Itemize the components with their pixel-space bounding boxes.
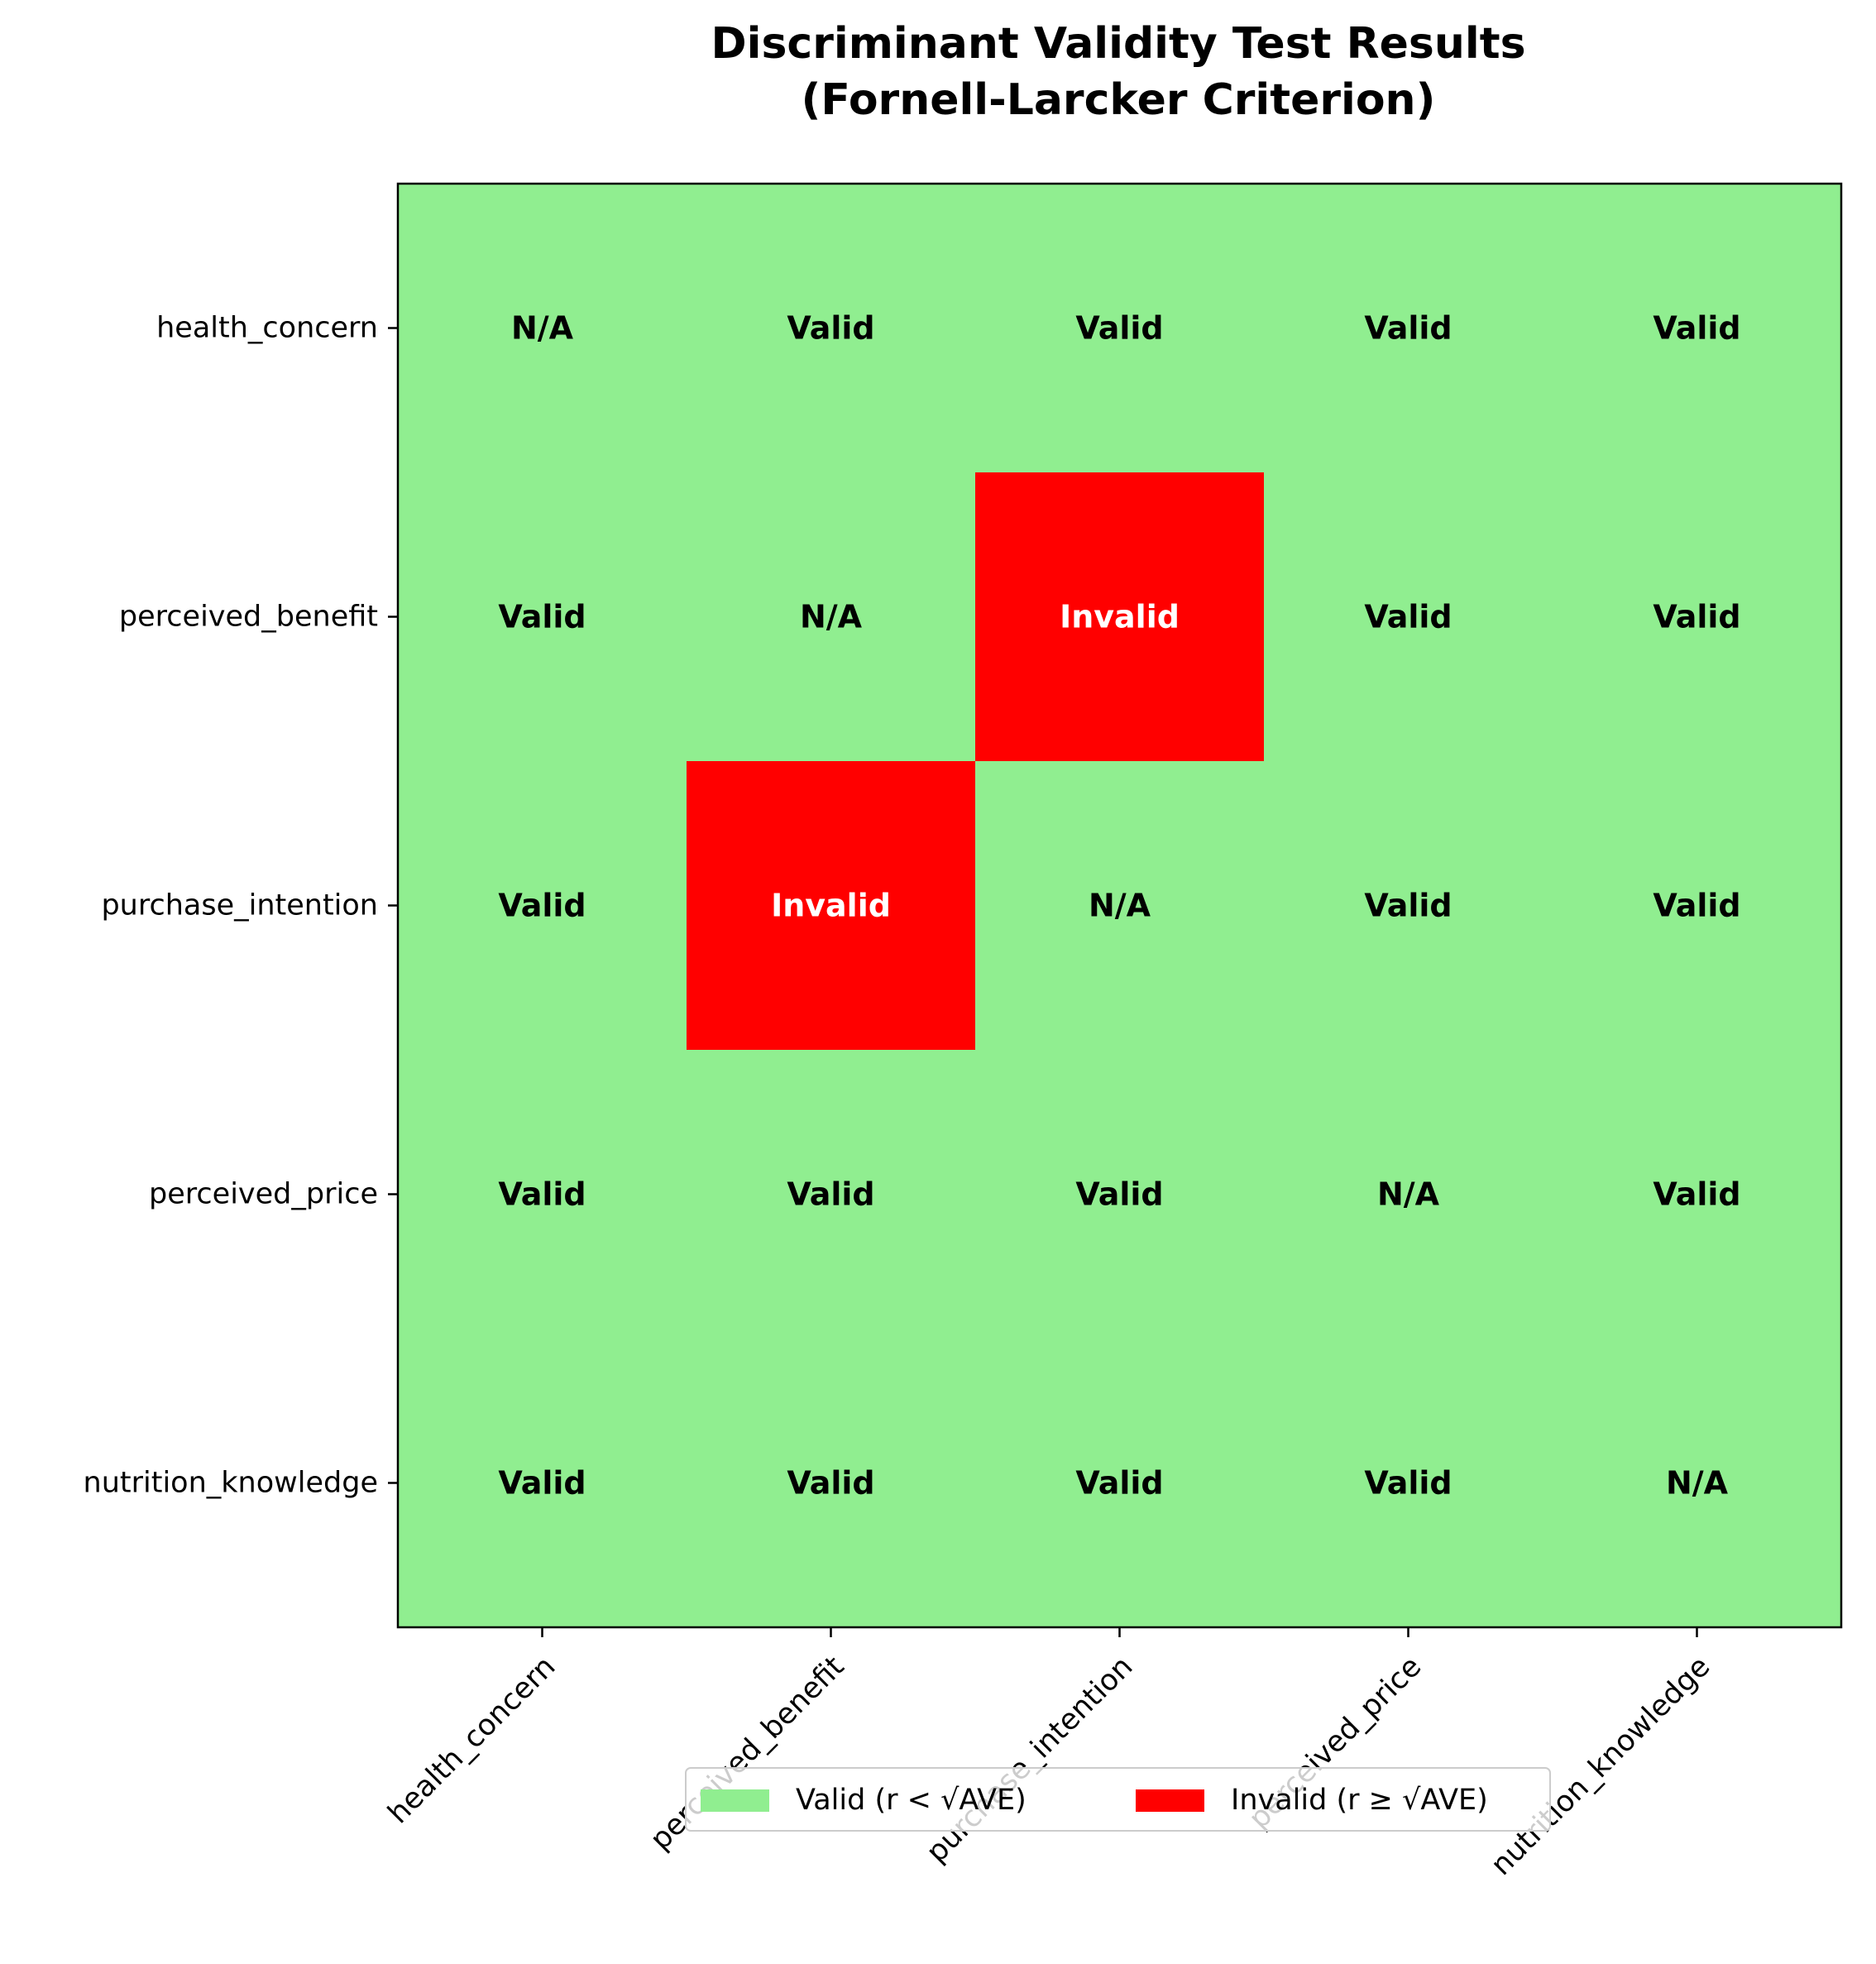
x-tick-label: purchase_intention bbox=[921, 1650, 1140, 1870]
cell-label: Valid bbox=[1364, 310, 1452, 347]
cell-label: Valid bbox=[1653, 888, 1740, 924]
chart-title: Discriminant Validity Test Results (Forn… bbox=[711, 19, 1525, 125]
heatmap-cell bbox=[1264, 761, 1553, 1051]
y-tick-label: nutrition_knowledge bbox=[84, 1467, 378, 1500]
cell-label: Valid bbox=[787, 310, 874, 347]
cell-label: N/A bbox=[1089, 888, 1151, 924]
cell-label: Valid bbox=[1653, 310, 1740, 347]
heatmap-cell bbox=[1553, 184, 1842, 473]
legend-swatch bbox=[701, 1789, 769, 1812]
cell-label: Valid bbox=[787, 1465, 874, 1502]
y-axis-ticks: health_concern perceived_benefit purchase_… bbox=[84, 312, 398, 1500]
heatmap-cell bbox=[1264, 1050, 1553, 1339]
heatmap-cell bbox=[398, 1050, 687, 1339]
heatmap-cell bbox=[1264, 184, 1553, 473]
heatmap-cell bbox=[398, 1339, 687, 1628]
x-tick-label: health_concern bbox=[382, 1650, 562, 1831]
cell-label: N/A bbox=[1377, 1176, 1440, 1213]
cell-label: Valid bbox=[498, 599, 586, 635]
heatmap-cell bbox=[398, 472, 687, 762]
heatmap-cell bbox=[975, 761, 1265, 1051]
heatmap-cell bbox=[687, 761, 976, 1051]
x-tick-label: nutrition_knowledge bbox=[1485, 1650, 1716, 1882]
cell-label: Valid bbox=[1075, 1465, 1163, 1502]
heatmap-cell bbox=[1264, 1339, 1553, 1628]
cell-label: N/A bbox=[1666, 1465, 1729, 1502]
heatmap-cell bbox=[975, 184, 1265, 473]
heatmap-cell bbox=[398, 184, 687, 473]
heatmap-cell bbox=[398, 761, 687, 1051]
heatmap-cell bbox=[1553, 1050, 1842, 1339]
cell-label: Valid bbox=[1075, 310, 1163, 347]
legend-box bbox=[685, 1767, 1551, 1832]
cell-label: Valid bbox=[498, 1176, 586, 1213]
legend-label: Invalid (r ≥ √AVE) bbox=[1231, 1784, 1488, 1817]
cell-label: Valid bbox=[1075, 1176, 1163, 1213]
cell-label: Invalid bbox=[1060, 599, 1180, 635]
y-tick-label: purchase_intention bbox=[101, 889, 378, 922]
legend-swatch bbox=[1136, 1789, 1204, 1812]
x-axis-ticks: health_concern perceived_benefit purchase_… bbox=[382, 1627, 1716, 1882]
legend: Valid (r < √AVE) Invalid (r ≥ √AVE) bbox=[685, 1767, 1551, 1832]
heatmap-cell bbox=[975, 1050, 1265, 1339]
cell-label: N/A bbox=[511, 310, 574, 347]
chart-title-line-1: Discriminant Validity Test Results bbox=[711, 19, 1525, 69]
y-tick-label: perceived_benefit bbox=[119, 601, 378, 634]
heatmap-cell bbox=[1264, 472, 1553, 762]
heatmap-cell bbox=[1553, 472, 1842, 762]
legend-label: Valid (r < √AVE) bbox=[796, 1784, 1027, 1817]
heatmap-cell bbox=[1553, 761, 1842, 1051]
cell-label: Valid bbox=[1364, 1465, 1452, 1502]
cell-label: Invalid bbox=[771, 888, 891, 924]
cell-label: Valid bbox=[498, 1465, 586, 1502]
cell-label: Valid bbox=[498, 888, 586, 924]
heatmap-cell bbox=[975, 472, 1265, 762]
heatmap-cell bbox=[687, 1339, 976, 1628]
heatmap-cell bbox=[975, 1339, 1265, 1628]
y-tick-label: perceived_price bbox=[149, 1178, 378, 1211]
heatmap-cell-labels: N/A Valid Valid Valid Valid Valid N/A Invalid Va… bbox=[498, 310, 1740, 1502]
cell-label: Valid bbox=[1653, 1176, 1740, 1213]
cell-label: Valid bbox=[1364, 599, 1452, 635]
heatmap-cell bbox=[687, 1050, 976, 1339]
cell-label: N/A bbox=[800, 599, 863, 635]
heatmap-cells bbox=[398, 184, 1842, 1628]
heatmap-cell bbox=[1553, 1339, 1842, 1628]
chart-title-line-2: (Fornell-Larcker Criterion) bbox=[802, 75, 1436, 125]
heatmap-cell bbox=[687, 472, 976, 762]
heatmap-cell bbox=[687, 184, 976, 473]
cell-label: Valid bbox=[787, 1176, 874, 1213]
cell-label: Valid bbox=[1364, 888, 1452, 924]
cell-label: Valid bbox=[1653, 599, 1740, 635]
y-tick-label: health_concern bbox=[156, 312, 378, 345]
